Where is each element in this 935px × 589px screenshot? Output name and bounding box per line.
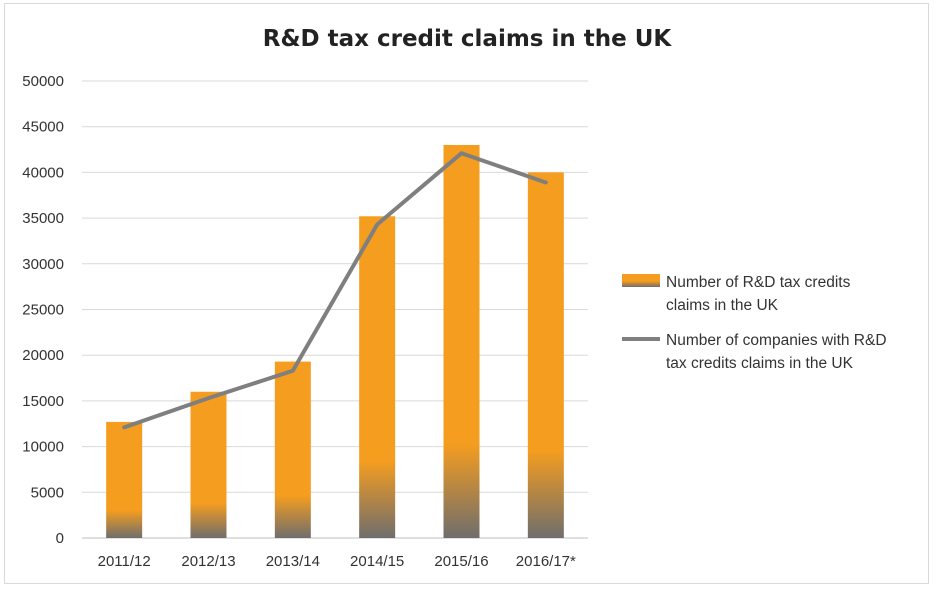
legend-line-label-line2: tax credits claims in the UK	[666, 355, 854, 372]
y-tick-label: 10000	[22, 439, 64, 456]
y-tick-label: 20000	[22, 347, 64, 364]
y-tick-label: 5000	[31, 484, 64, 501]
y-tick-label: 45000	[22, 119, 64, 136]
x-axis-ticks: 2011/12 2012/13 2013/14 2014/15 2015/16 2016/…	[98, 553, 576, 570]
bar-series	[106, 144, 564, 539]
legend-bar-label-line2: claims in the UK	[666, 297, 779, 314]
y-tick-label: 0	[56, 530, 64, 547]
bar	[527, 172, 564, 538]
gridlines	[82, 80, 588, 539]
bar	[106, 421, 143, 538]
y-tick-label: 40000	[22, 164, 64, 181]
y-tick-label: 30000	[22, 256, 64, 273]
legend-line-label-line1: Number of companies with R&D	[666, 332, 887, 349]
x-tick-label: 2012/13	[181, 553, 235, 570]
y-tick-label: 50000	[22, 73, 64, 90]
legend-bar-label-line1: Number of R&D tax credits	[666, 274, 851, 291]
y-tick-label: 25000	[22, 302, 64, 319]
y-tick-label: 35000	[22, 210, 64, 227]
bar	[190, 391, 227, 538]
x-tick-label: 2016/17*	[516, 553, 576, 570]
x-tick-label: 2013/14	[266, 553, 320, 570]
chart-title: R&D tax credit claims in the UK	[263, 26, 673, 52]
y-axis-ticks: 0 5000 10000 15000 20000 25000 30000 35000 40000…	[22, 73, 64, 547]
legend: Number of R&D tax credits claims in the …	[622, 274, 887, 372]
x-tick-label: 2011/12	[98, 553, 151, 570]
bar	[274, 361, 311, 538]
bar	[359, 216, 396, 538]
y-tick-label: 15000	[22, 393, 64, 410]
series-line	[122, 151, 548, 430]
legend-bar-swatch	[622, 274, 660, 287]
line-series	[122, 151, 548, 430]
x-tick-label: 2014/15	[350, 553, 404, 570]
x-tick-label: 2015/16	[434, 553, 488, 570]
bar	[443, 144, 480, 539]
